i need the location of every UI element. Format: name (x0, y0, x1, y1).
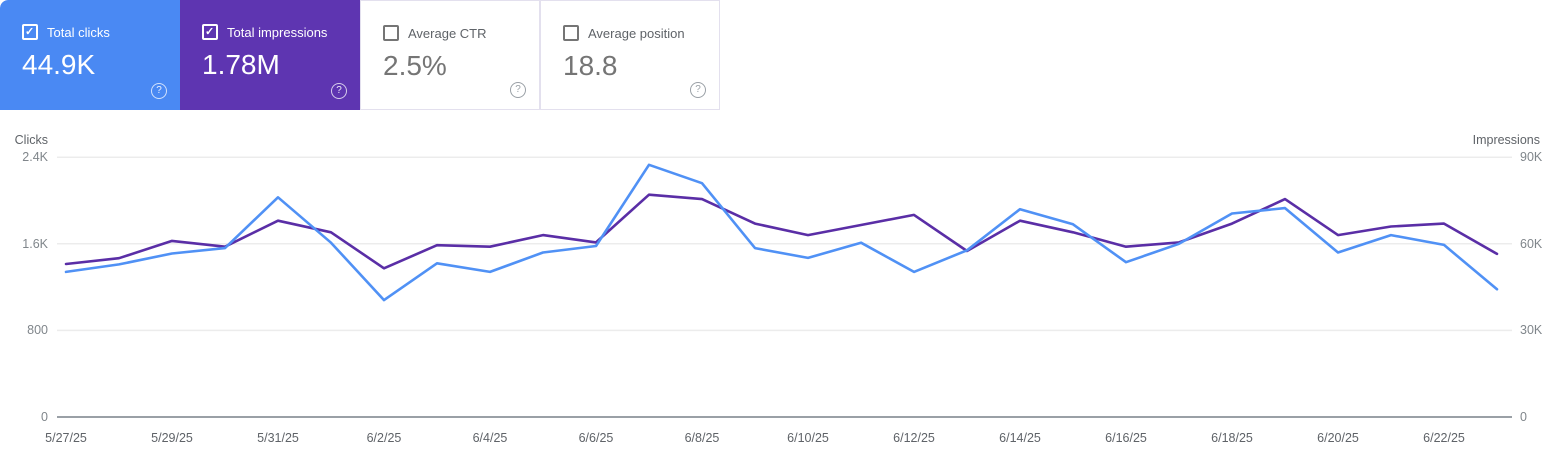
total-clicks-card[interactable]: Total clicks 44.9K (0, 0, 180, 110)
right-axis-title: Impressions (1472, 133, 1540, 147)
x-tick-label: 5/29/25 (151, 431, 193, 445)
average-ctr-label: Average CTR (408, 25, 487, 41)
help-icon[interactable] (510, 82, 526, 98)
average-ctr-value: 2.5% (383, 50, 447, 81)
left-y-tick-label: 800 (27, 323, 48, 338)
average-ctr-checkbox[interactable] (383, 25, 399, 41)
left-axis-title: Clicks (14, 133, 48, 147)
average-position-card[interactable]: Average position 18.8 (540, 0, 720, 110)
average-position-checkbox[interactable] (563, 25, 579, 41)
help-icon[interactable] (151, 83, 167, 99)
x-tick-label: 6/10/25 (787, 431, 829, 445)
x-tick-label: 6/22/25 (1423, 431, 1465, 445)
help-icon[interactable] (331, 83, 347, 99)
x-tick-label: 6/14/25 (999, 431, 1041, 445)
total-clicks-checkbox[interactable] (22, 24, 38, 40)
total-impressions-card[interactable]: Total impressions 1.78M (180, 0, 360, 110)
total-impressions-value: 1.78M (202, 49, 280, 80)
total-clicks-label: Total clicks (47, 24, 110, 40)
help-icon[interactable] (690, 82, 706, 98)
metric-cards: Total clicks 44.9K Total impressions 1.7… (0, 0, 720, 110)
total-impressions-label: Total impressions (227, 24, 328, 40)
left-y-tick-label: 1.6K (22, 236, 48, 251)
right-y-tick-label: 90K (1520, 150, 1543, 165)
right-y-tick-label: 0 (1520, 410, 1527, 424)
clicks-line[interactable] (64, 163, 1499, 302)
x-tick-label: 6/18/25 (1211, 431, 1253, 445)
x-tick-label: 6/8/25 (684, 431, 720, 445)
x-tick-label: 6/4/25 (472, 431, 508, 445)
x-tick-label: 6/20/25 (1317, 431, 1359, 445)
x-tick-label: 5/31/25 (257, 431, 299, 445)
average-position-label: Average position (588, 25, 685, 41)
average-position-value: 18.8 (563, 50, 618, 81)
average-ctr-card[interactable]: Average CTR 2.5% (360, 0, 540, 110)
x-tick-label: 6/16/25 (1105, 431, 1147, 445)
x-tick-label: 5/27/25 (45, 431, 87, 445)
impressions-line[interactable] (64, 193, 1499, 270)
left-y-tick-label: 2.4K (22, 150, 48, 165)
total-clicks-value: 44.9K (22, 49, 96, 80)
right-y-tick-label: 30K (1520, 323, 1543, 338)
x-tick-label: 6/6/25 (578, 431, 614, 445)
left-y-tick-label: 0 (41, 410, 48, 424)
x-tick-label: 6/2/25 (366, 431, 402, 445)
right-y-tick-label: 60K (1520, 236, 1543, 251)
x-tick-label: 6/12/25 (893, 431, 935, 445)
total-impressions-checkbox[interactable] (202, 24, 218, 40)
